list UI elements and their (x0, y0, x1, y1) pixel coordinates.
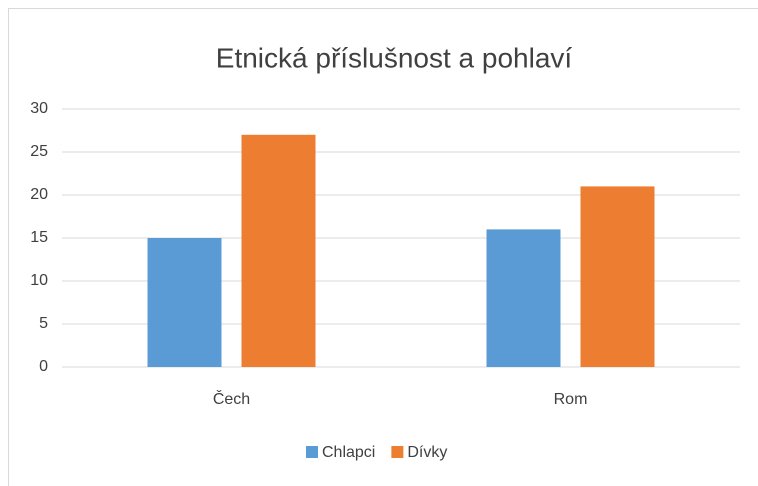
legend-swatch (306, 446, 318, 458)
y-tick-label: 5 (39, 315, 48, 332)
bar (580, 186, 655, 367)
bar (241, 134, 316, 367)
y-tick-label: 10 (30, 272, 48, 289)
y-tick-label: 25 (30, 143, 48, 160)
y-tick-label: 0 (39, 358, 48, 375)
y-tick-label: 15 (30, 229, 48, 246)
chart-title: Etnická příslušnost a pohlaví (216, 42, 573, 73)
x-tick-label: Čech (213, 389, 250, 408)
x-tick-label: Rom (554, 391, 588, 408)
y-tick-label: 20 (30, 186, 48, 203)
bar (147, 238, 222, 367)
legend-label: Chlapci (322, 444, 375, 461)
legend-label: Dívky (407, 444, 447, 461)
y-tick-label: 30 (30, 100, 48, 117)
legend-swatch (391, 446, 404, 458)
bar (486, 229, 561, 367)
